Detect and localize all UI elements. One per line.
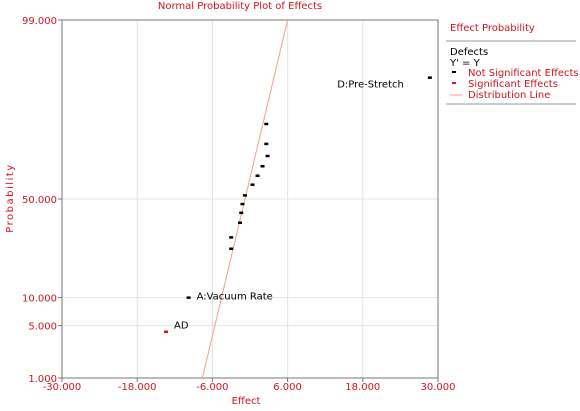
point-not-significant (264, 142, 269, 146)
legend-heading: Defects (450, 47, 488, 58)
legend-title: Effect Probability (450, 23, 535, 34)
point-not-significant (264, 122, 269, 126)
point-not-significant (186, 296, 191, 299)
y-axis-label: Probability (5, 163, 16, 232)
legend-subheading: Y' = Y (449, 58, 481, 69)
chart-title: Normal Probability Plot of Effects (158, 1, 322, 12)
legend-entry-not-significant: Not Significant Effects (468, 68, 579, 79)
legend-marker-not-significant (452, 71, 456, 73)
legend-entry-distribution-line: Distribution Line (468, 90, 550, 101)
point-not-significant (229, 236, 234, 239)
x-tick-label: 18.000 (345, 382, 380, 393)
x-tick-label: -18.000 (118, 382, 157, 393)
x-tick-label: -6.000 (196, 382, 228, 393)
legend-marker-significant (452, 82, 456, 84)
x-tick-label: 6.000 (273, 382, 302, 393)
point-label: AD (174, 321, 189, 332)
point-not-significant (260, 164, 265, 168)
x-tick-label: 30.000 (421, 382, 456, 393)
y-tick-label: 50.000 (22, 195, 57, 206)
point-significant (164, 330, 169, 334)
point-not-significant (229, 247, 234, 251)
points-layer: D:Pre-Stretch A:Vacuum Rate AD (164, 76, 432, 334)
point-not-significant (239, 211, 244, 215)
legend: Effect Probability Defects Y' = Y Not Si… (446, 23, 579, 105)
point-not-significant (240, 202, 245, 206)
distribution-line (201, 20, 289, 378)
grid-layer (62, 20, 438, 378)
legend-entry-significant: Significant Effects (468, 79, 558, 90)
point-not-significant (237, 221, 242, 225)
point-not-significant (427, 76, 432, 79)
axes-layer: -30.000 -18.000 -6.000 6.000 18.000 30.000 1.0… (22, 16, 456, 393)
point-not-significant (242, 194, 247, 197)
y-tick-label: 5.000 (28, 322, 57, 333)
distribution-line-layer (201, 20, 289, 378)
x-tick-label: -30.000 (43, 382, 82, 393)
point-not-significant (255, 174, 260, 177)
point-label: A:Vacuum Rate (197, 291, 273, 302)
y-tick-label: 1.000 (28, 374, 57, 385)
point-not-significant (265, 154, 270, 158)
point-label: D:Pre-Stretch (337, 79, 404, 90)
point-not-significant (250, 183, 255, 186)
y-tick-label: 99.000 (22, 16, 57, 27)
y-tick-label: 10.000 (22, 294, 57, 305)
x-axis-label: Effect (232, 396, 261, 407)
